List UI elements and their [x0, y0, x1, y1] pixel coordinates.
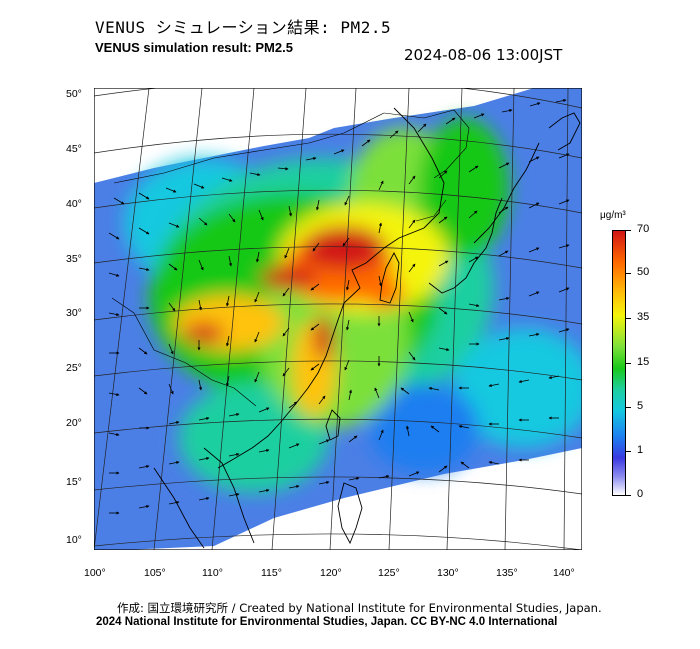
colorbar-tick-label: 50: [637, 266, 650, 278]
lon-label-135: 135°: [496, 567, 518, 579]
pm25-map: [94, 88, 582, 550]
chart-title-japanese: VENUS シミュレーション結果: PM2.5: [95, 18, 392, 37]
lon-label-130: 130°: [437, 567, 459, 579]
colorbar-tickmark: [626, 273, 631, 274]
colorbar-tick-label: 1: [637, 444, 644, 456]
colorbar-tickmark: [626, 318, 631, 319]
credit-line: 作成: 国立環境研究所 / Created by National Instit…: [117, 601, 602, 615]
colorbar-unit: μg/m³: [600, 210, 626, 221]
lat-label-10: 10°: [66, 534, 82, 546]
lat-label-30: 30°: [66, 307, 82, 319]
lon-label-100: 100°: [84, 567, 106, 579]
lon-label-120: 120°: [320, 567, 342, 579]
lat-label-40: 40°: [66, 198, 82, 210]
lat-label-20: 20°: [66, 417, 82, 429]
forecast-timestamp: 2024-08-06 13:00JST: [404, 46, 563, 64]
map-svg: [94, 88, 582, 550]
colorbar-tickmark: [626, 230, 631, 231]
graticule: [94, 88, 582, 550]
colorbar-tickmark: [626, 363, 631, 364]
lat-label-45: 45°: [66, 143, 82, 155]
license-line: 2024 National Institute for Environmenta…: [96, 616, 558, 628]
lon-label-105: 105°: [144, 567, 166, 579]
lat-label-50: 50°: [66, 88, 82, 100]
colorbar-tick-label: 15: [637, 356, 650, 368]
colorbar-tick-label: 0: [637, 488, 644, 500]
chart-title-english: VENUS simulation result: PM2.5: [95, 40, 293, 55]
colorbar-tickmark: [626, 407, 631, 408]
colorbar: [612, 230, 626, 496]
lat-label-35: 35°: [66, 253, 82, 265]
lon-label-110: 110°: [202, 567, 223, 579]
colorbar-tickmark: [626, 495, 631, 496]
colorbar-tickmark: [626, 451, 631, 452]
wind-vectors: [108, 98, 570, 515]
lat-label-15: 15°: [66, 476, 82, 488]
lon-label-140: 140°: [553, 567, 575, 579]
colorbar-tick-label: 35: [637, 311, 650, 323]
colorbar-tick-label: 5: [637, 400, 644, 412]
lon-label-125: 125°: [378, 567, 400, 579]
coastlines: [153, 107, 581, 549]
country-borders: [111, 109, 470, 407]
colorbar-tick-label: 70: [637, 223, 650, 235]
lon-label-115: 115°: [261, 567, 282, 579]
lat-label-25: 25°: [66, 362, 82, 374]
